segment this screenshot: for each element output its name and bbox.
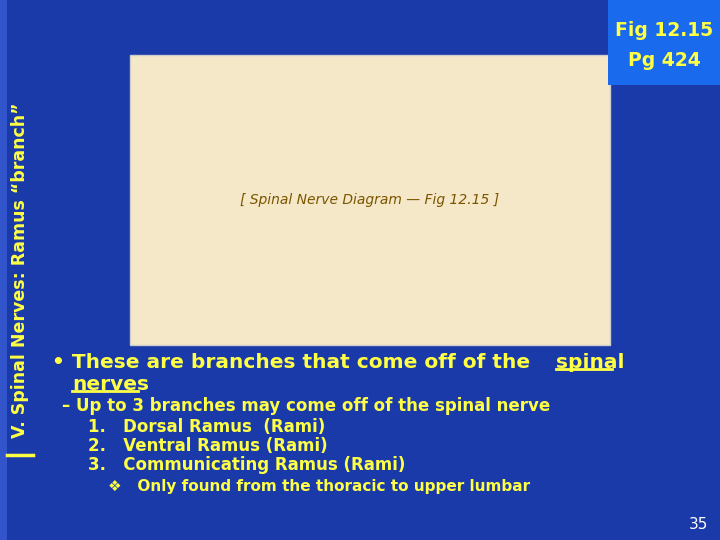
Text: ❖   Only found from the thoracic to upper lumbar: ❖ Only found from the thoracic to upper …: [108, 478, 530, 494]
Bar: [130, 55, 610, 345]
Bar: [608, 0, 720, 85]
Text: V. Spinal Nerves: Ramus “branch”: V. Spinal Nerves: Ramus “branch”: [11, 102, 29, 438]
Text: 1.   Dorsal Ramus  (Rami): 1. Dorsal Ramus (Rami): [88, 418, 325, 436]
Text: spinal: spinal: [556, 353, 624, 372]
Text: Fig 12.15: Fig 12.15: [615, 21, 713, 39]
Text: • These are branches that come off of the: • These are branches that come off of th…: [52, 353, 537, 372]
Text: – Up to 3 branches may come off of the spinal nerve: – Up to 3 branches may come off of the s…: [62, 397, 550, 415]
Text: 35: 35: [688, 517, 708, 532]
Text: 3.   Communicating Ramus (Rami): 3. Communicating Ramus (Rami): [88, 456, 405, 474]
Text: [ Spinal Nerve Diagram — Fig 12.15 ]: [ Spinal Nerve Diagram — Fig 12.15 ]: [240, 193, 500, 207]
Text: Pg 424: Pg 424: [628, 51, 701, 70]
Bar: [0, 0, 7, 540]
Text: 2.   Ventral Ramus (Rami): 2. Ventral Ramus (Rami): [88, 437, 328, 455]
Text: nerves: nerves: [72, 375, 149, 394]
